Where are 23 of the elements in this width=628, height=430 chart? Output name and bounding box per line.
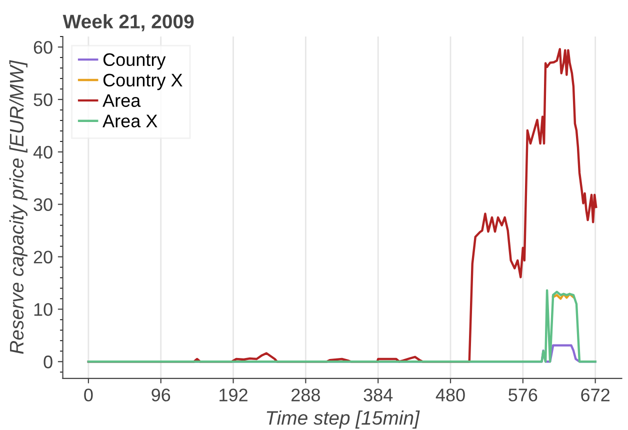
x-tick-label: 576 xyxy=(508,388,538,402)
x-tick-label: 0 xyxy=(84,388,93,402)
y-tick-label: 60 xyxy=(34,40,52,54)
legend-label: Area X xyxy=(102,114,158,128)
line-series xyxy=(87,289,596,363)
x-tick-label: 288 xyxy=(292,388,320,402)
y-tick-label: 50 xyxy=(34,93,52,106)
x-tick-label: 672 xyxy=(581,388,610,402)
chart-title: Week 21, 2009 xyxy=(62,14,194,32)
x-tick-label: 480 xyxy=(436,388,465,402)
x-tick-label: 192 xyxy=(220,388,248,402)
x-tick-label: 384 xyxy=(364,388,393,402)
y-tick-label: 30 xyxy=(34,198,52,212)
legend-label: Area xyxy=(102,94,141,107)
legend-label: Country xyxy=(103,53,166,70)
x-axis-title: Time step [15min] xyxy=(266,410,420,429)
y-tick-label: 40 xyxy=(33,146,52,159)
y-axis-title: Reserve capacity price [EUR/MW] xyxy=(9,60,28,354)
y-tick-label: 0 xyxy=(44,356,52,368)
legend-label: Country X xyxy=(103,74,182,90)
y-tick-label: 10 xyxy=(34,303,52,316)
x-tick-label: 96 xyxy=(152,388,170,402)
y-tick-label: 20 xyxy=(34,250,52,264)
